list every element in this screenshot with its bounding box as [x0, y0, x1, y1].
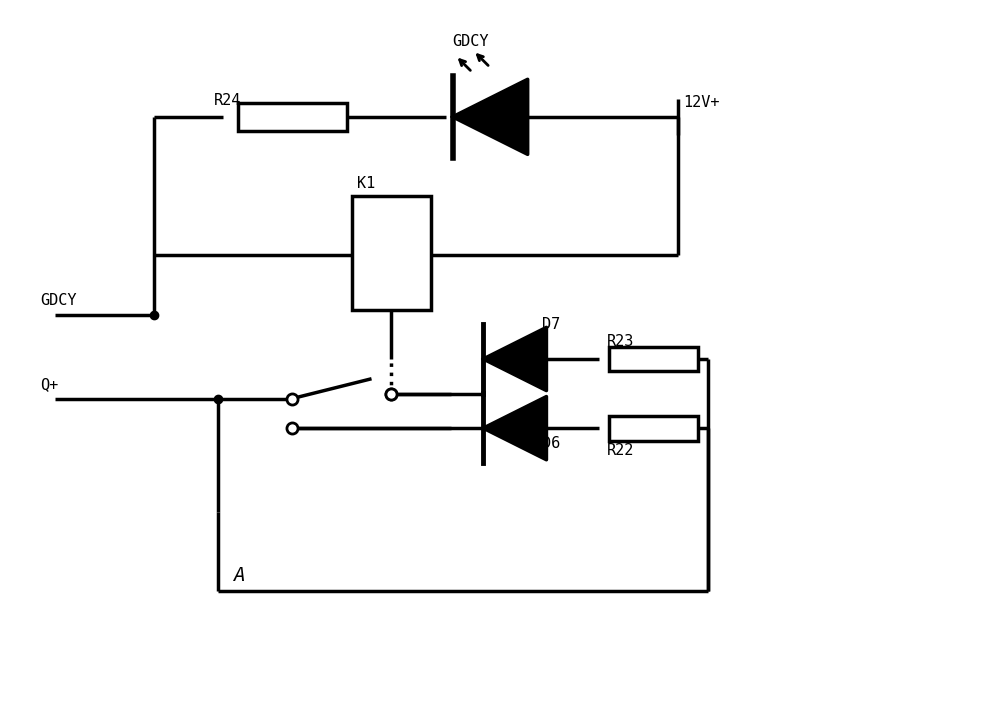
Text: K1: K1 — [357, 176, 375, 191]
Text: R23: R23 — [607, 334, 634, 349]
Polygon shape — [483, 396, 546, 460]
Text: A: A — [233, 566, 245, 585]
Polygon shape — [483, 327, 546, 391]
Bar — [609, 416, 698, 441]
Text: 12V+: 12V+ — [683, 95, 719, 110]
Text: D7: D7 — [542, 317, 560, 332]
Bar — [609, 346, 698, 371]
Text: R22: R22 — [607, 443, 634, 458]
Text: Q+: Q+ — [40, 376, 59, 391]
Bar — [352, 196, 431, 310]
Bar — [238, 103, 347, 131]
Text: D6: D6 — [542, 436, 560, 451]
Text: R24: R24 — [213, 93, 241, 108]
Text: GDCY: GDCY — [453, 34, 489, 49]
Polygon shape — [453, 79, 528, 154]
Text: GDCY: GDCY — [40, 293, 77, 308]
